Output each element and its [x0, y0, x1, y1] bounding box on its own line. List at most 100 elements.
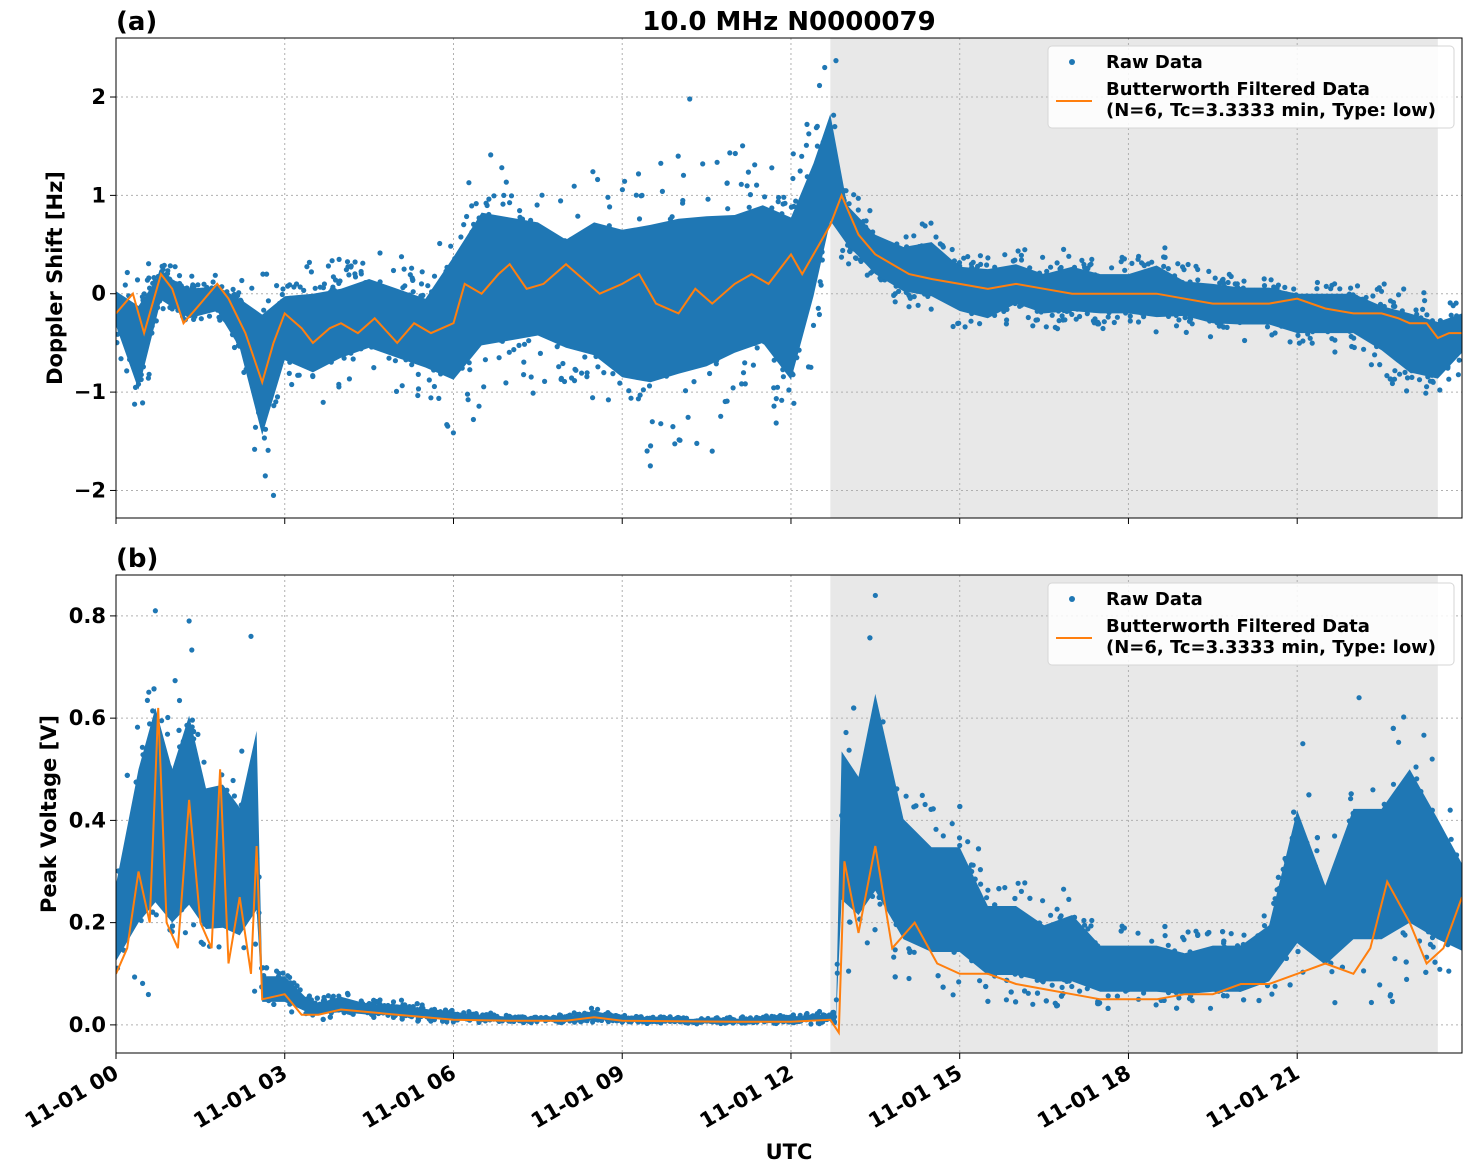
- raw-data-point: [432, 274, 437, 279]
- raw-data-point: [289, 382, 294, 387]
- raw-data-point: [135, 277, 140, 282]
- raw-data-point: [146, 261, 151, 266]
- raw-data-point: [912, 294, 917, 299]
- raw-data-point: [681, 173, 686, 178]
- raw-data-point: [1369, 362, 1374, 367]
- raw-data-point: [620, 187, 625, 192]
- y-axis-label-b: Peak Voltage [V]: [37, 715, 61, 913]
- raw-data-point: [1149, 260, 1154, 265]
- raw-data-point: [1066, 254, 1071, 259]
- raw-data-point: [262, 435, 267, 440]
- raw-data-point: [189, 647, 194, 652]
- raw-data-point: [252, 447, 257, 452]
- raw-data-point: [804, 143, 809, 148]
- panel-label-a: (a): [116, 7, 157, 37]
- raw-data-point: [170, 923, 175, 928]
- raw-data-point: [337, 257, 342, 262]
- raw-data-point: [1174, 1006, 1179, 1011]
- raw-data-point: [1269, 277, 1274, 282]
- raw-data-point: [1457, 358, 1462, 363]
- raw-data-point: [683, 388, 688, 393]
- raw-data-point: [274, 283, 279, 288]
- raw-data-point: [466, 180, 471, 185]
- raw-data-point: [483, 357, 488, 362]
- raw-data-point: [484, 201, 489, 206]
- raw-data-point: [779, 398, 784, 403]
- raw-data-point: [1186, 929, 1191, 934]
- raw-data-point: [950, 821, 955, 826]
- raw-data-point: [336, 384, 341, 389]
- raw-data-point: [573, 368, 578, 373]
- raw-data-point: [1324, 284, 1329, 289]
- raw-data-point: [957, 835, 962, 840]
- raw-data-point: [491, 193, 496, 198]
- raw-data-point: [1213, 276, 1218, 281]
- raw-data-point: [1404, 388, 1409, 393]
- raw-data-point: [359, 271, 364, 276]
- raw-data-point: [253, 942, 258, 947]
- raw-data-outlier: [687, 96, 692, 101]
- raw-data-point: [1377, 982, 1382, 987]
- raw-data-point: [177, 698, 182, 703]
- raw-data-point: [1040, 898, 1045, 903]
- raw-data-point: [1269, 992, 1274, 997]
- raw-data-point: [351, 356, 356, 361]
- raw-data-point: [1329, 969, 1334, 974]
- raw-data-point: [648, 443, 653, 448]
- raw-data-point: [1100, 326, 1105, 331]
- raw-data-point: [1180, 935, 1185, 940]
- raw-data-point: [402, 283, 407, 288]
- raw-data-point: [742, 360, 747, 365]
- raw-data-point: [1225, 325, 1230, 330]
- raw-data-point: [1265, 324, 1270, 329]
- raw-data-point: [1004, 321, 1009, 326]
- raw-data-point: [1162, 245, 1167, 250]
- raw-data-point: [1262, 913, 1267, 918]
- raw-data-point: [331, 274, 336, 279]
- raw-data-outlier: [648, 463, 653, 468]
- raw-data-point: [1405, 375, 1410, 380]
- raw-data-point: [173, 264, 178, 269]
- raw-data-point: [727, 150, 732, 155]
- raw-data-point: [816, 306, 821, 311]
- raw-data-point: [746, 170, 751, 175]
- raw-data-point: [941, 833, 946, 838]
- raw-data-point: [865, 273, 870, 278]
- raw-data-point: [1300, 338, 1305, 343]
- raw-data-point: [1390, 999, 1395, 1004]
- raw-data-point: [951, 992, 956, 997]
- raw-data-point: [933, 827, 938, 832]
- raw-data-point: [1310, 341, 1315, 346]
- raw-data-point: [1288, 339, 1293, 344]
- raw-data-point: [521, 372, 526, 377]
- raw-data-point: [466, 1009, 471, 1014]
- y-tick-label-a: −1: [74, 380, 106, 404]
- raw-data-outlier: [822, 65, 827, 70]
- raw-data-point: [1004, 997, 1009, 1002]
- raw-data-point: [353, 274, 358, 279]
- raw-data-point: [1262, 276, 1267, 281]
- raw-data-point: [904, 234, 909, 239]
- raw-data-point: [488, 152, 493, 157]
- raw-data-point: [1295, 333, 1300, 338]
- raw-data-point: [754, 183, 759, 188]
- raw-data-point: [605, 195, 610, 200]
- raw-data-point: [965, 254, 970, 259]
- raw-data-point: [1128, 314, 1133, 319]
- raw-data-outlier: [833, 58, 838, 63]
- raw-data-point: [853, 255, 858, 260]
- raw-data-point: [1448, 808, 1453, 813]
- raw-data-point: [394, 389, 399, 394]
- raw-data-point: [1129, 261, 1134, 266]
- raw-data-point: [1291, 286, 1296, 291]
- raw-data-point: [1019, 257, 1024, 262]
- raw-data-point: [601, 370, 606, 375]
- raw-data-point: [471, 417, 476, 422]
- raw-data-point: [983, 984, 988, 989]
- raw-data-point: [843, 730, 848, 735]
- raw-data-point: [906, 304, 911, 309]
- raw-data-point: [280, 292, 285, 297]
- raw-data-point: [906, 976, 911, 981]
- raw-data-point: [893, 299, 898, 304]
- raw-data-point: [1174, 323, 1179, 328]
